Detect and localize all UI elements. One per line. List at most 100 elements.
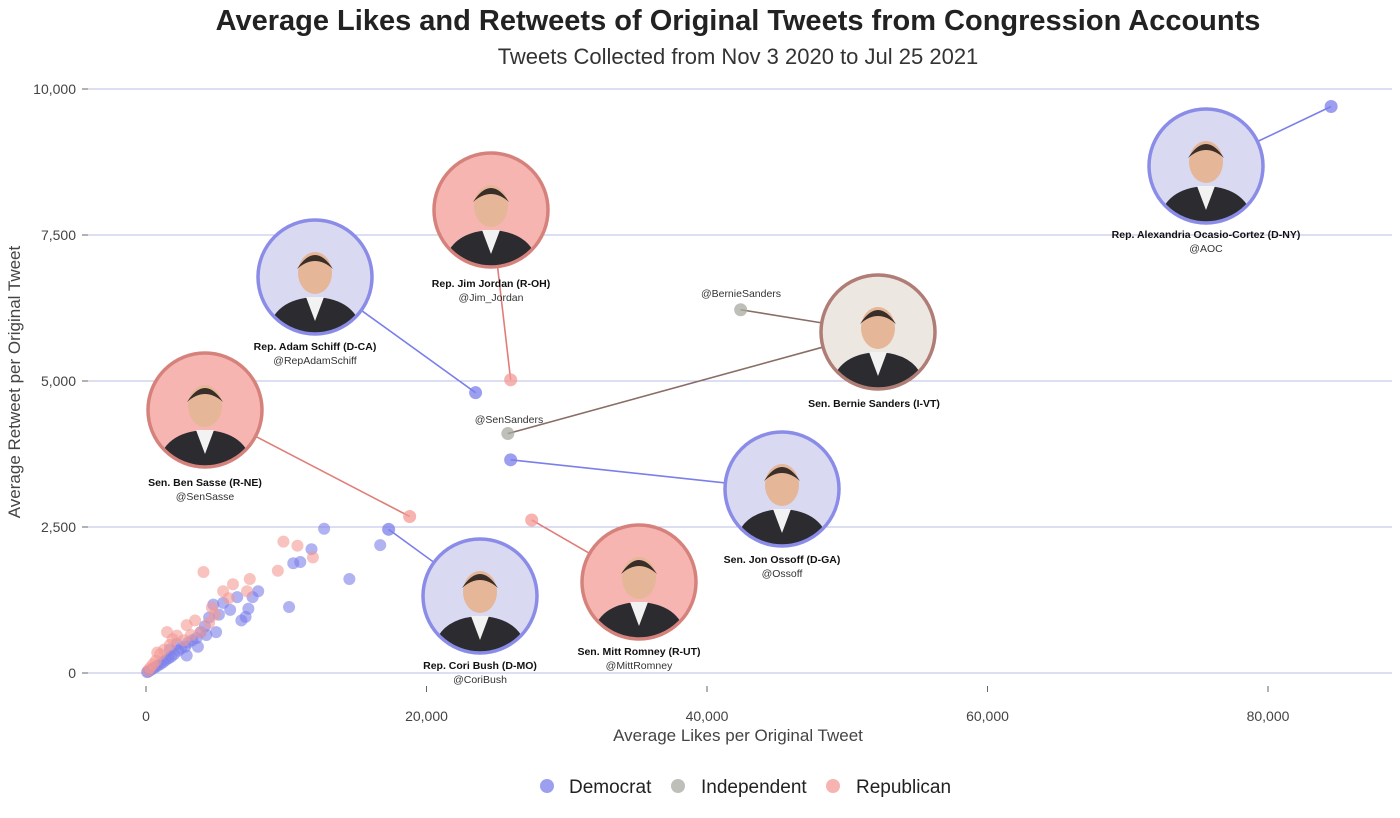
data-point-republican	[161, 626, 174, 639]
legend-marker-democrat	[540, 779, 554, 793]
portrait-ossoff	[723, 430, 841, 548]
labeled-point-sensasse	[403, 509, 417, 523]
portrait-collar	[482, 230, 500, 254]
portrait-aoc	[1147, 107, 1265, 225]
labeled-point-sensanders	[501, 427, 515, 441]
data-point-republican	[205, 601, 218, 614]
annotation-handle: @RepAdamSchiff	[273, 355, 357, 367]
data-point-republican	[189, 614, 202, 627]
data-point-democrat	[287, 557, 300, 570]
portrait-hair	[462, 574, 498, 588]
y-tick-label: 10,000	[33, 81, 76, 97]
data-point-democrat	[235, 614, 248, 627]
portrait-repadamschiff	[256, 218, 374, 336]
data-point-democrat	[191, 640, 204, 653]
annotation-handle: @AOC	[1189, 243, 1223, 255]
portrait-ring	[421, 537, 539, 655]
annotation-name: Sen. Mitt Romney (R-UT)	[577, 646, 700, 658]
portrait-mittromney	[580, 523, 698, 641]
y-tick-label: 5,000	[41, 373, 76, 389]
annotation-name: Rep. Cori Bush (D-MO)	[423, 660, 537, 672]
annotation-handle: @CoriBush	[453, 674, 507, 686]
portrait-ring	[432, 151, 550, 269]
labeled-point-jim-jordan	[504, 373, 518, 387]
annotation-connectors	[255, 105, 1332, 564]
portrait-coribush	[421, 537, 539, 655]
annotation-name: Sen. Bernie Sanders (I-VT)	[808, 398, 940, 410]
connector-sensasse	[255, 435, 411, 518]
portrait-hair	[473, 188, 509, 202]
annotation-name: Rep. Alexandria Ocasio-Cortez (D-NY)	[1112, 229, 1301, 241]
portrait-collar	[1197, 186, 1215, 210]
portrait-jim-jordan	[432, 151, 550, 269]
portrait-hair	[764, 467, 800, 481]
y-axis-label: Average Retweet per Original Tweet	[5, 245, 24, 518]
portrait-ring	[580, 523, 698, 641]
data-point-republican	[203, 616, 216, 629]
connector-mittromney	[531, 519, 591, 555]
annotation-name: Rep. Adam Schiff (D-CA)	[254, 341, 377, 353]
x-axis-label: Average Likes per Original Tweet	[613, 726, 863, 745]
labeled-point-aoc	[1324, 100, 1338, 114]
data-point-democrat	[318, 522, 331, 535]
portrait-ring	[1147, 107, 1265, 225]
connector-ossoff	[510, 459, 726, 484]
y-axis-ticks: 0 2,500 5,000 7,500 10,000	[33, 81, 88, 681]
data-point-democrat	[210, 626, 223, 639]
portrait-sensanders	[819, 273, 937, 391]
chart-title: Average Likes and Retweets of Original T…	[216, 5, 1261, 37]
portrait-collar	[773, 509, 791, 533]
data-point-democrat	[374, 539, 387, 552]
legend-label-democrat: Democrat	[569, 777, 652, 798]
annotation-handle: @SenSanders	[475, 414, 543, 426]
connector-jim-jordan	[496, 266, 512, 380]
x-tick-label: 40,000	[686, 708, 729, 724]
portrait-ring	[723, 430, 841, 548]
y-tick-label: 2,500	[41, 519, 76, 535]
data-point-democrat	[283, 601, 296, 614]
annotation-name: Sen. Jon Ossoff (D-GA)	[724, 554, 841, 566]
data-point-republican	[151, 646, 164, 659]
labeled-point-ossoff	[504, 453, 518, 467]
data-point-republican	[194, 626, 207, 639]
data-point-republican	[277, 535, 290, 548]
connector-sensanders	[507, 346, 824, 435]
connector-berniesanders	[740, 308, 822, 324]
data-point-republican	[222, 592, 235, 605]
portrait-ring	[256, 218, 374, 336]
annotations: Rep. Alexandria Ocasio-Cortez (D-NY) @AOC…	[148, 229, 1300, 686]
data-point-republican	[142, 664, 155, 677]
data-point-republican	[243, 572, 256, 585]
legend-marker-republican	[826, 779, 840, 793]
labeled-points	[382, 100, 1338, 536]
labeled-point-mittromney	[525, 513, 539, 527]
legend-label-republican: Republican	[856, 777, 951, 798]
annotation-handle: @Ossoff	[762, 568, 803, 580]
portrait-sensasse	[146, 351, 264, 469]
annotation-handle: @SenSasse	[176, 491, 235, 503]
y-tick-label: 7,500	[41, 227, 76, 243]
labeled-point-coribush	[382, 522, 396, 536]
annotation-handle: @Jim_Jordan	[459, 292, 524, 304]
annotation-name: Rep. Jim Jordan (R-OH)	[432, 278, 550, 290]
data-point-republican	[306, 551, 319, 564]
x-tick-label: 60,000	[966, 708, 1009, 724]
connector-repadamschiff	[360, 309, 477, 394]
annotation-handle: @MittRomney	[606, 660, 673, 672]
portrait-collar	[630, 602, 648, 626]
y-tick-label: 0	[68, 665, 76, 681]
portrait-collar	[196, 430, 214, 454]
connector-aoc	[1257, 105, 1332, 143]
annotation-name: Sen. Ben Sasse (R-NE)	[148, 477, 262, 489]
portrait-hair	[187, 388, 223, 402]
labeled-point-berniesanders	[734, 303, 748, 317]
portrait-hair	[860, 310, 896, 324]
data-point-democrat	[180, 649, 193, 662]
legend: Democrat Independent Republican	[540, 777, 951, 798]
data-points	[141, 522, 387, 679]
portrait-ring	[146, 351, 264, 469]
legend-label-independent: Independent	[701, 777, 807, 798]
data-point-republican	[291, 539, 304, 552]
x-axis-ticks: 0 20,000 40,000 60,000 80,000	[142, 686, 1290, 724]
